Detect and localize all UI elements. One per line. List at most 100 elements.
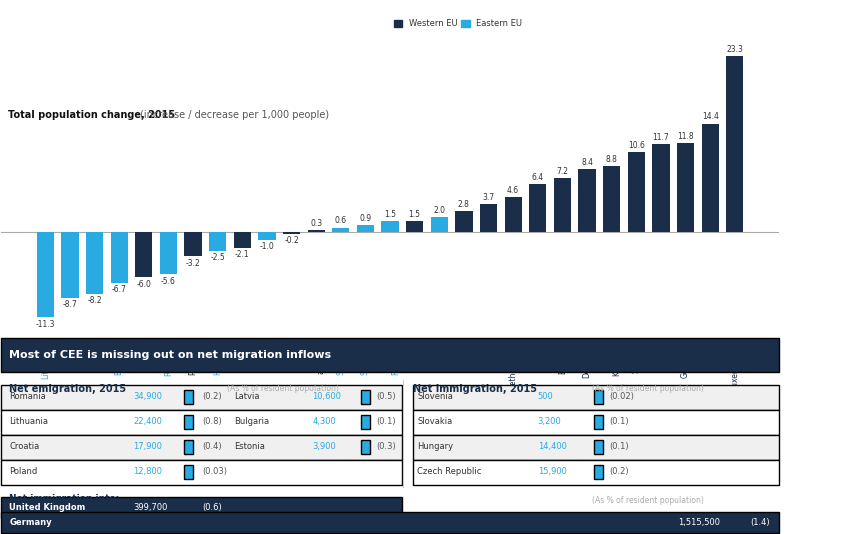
Text: (As % of resident population): (As % of resident population) xyxy=(592,384,704,393)
Text: (0.6): (0.6) xyxy=(202,503,222,512)
Text: 2.0: 2.0 xyxy=(434,206,446,215)
Bar xyxy=(357,225,374,232)
Text: Hungary: Hungary xyxy=(418,442,453,451)
Bar xyxy=(160,232,177,274)
Bar xyxy=(430,217,448,232)
Text: Lithuania: Lithuania xyxy=(9,417,48,426)
FancyBboxPatch shape xyxy=(2,384,401,410)
Text: 17,900: 17,900 xyxy=(134,442,163,451)
Text: 14.4: 14.4 xyxy=(701,112,718,121)
Text: 1,515,500: 1,515,500 xyxy=(678,519,720,528)
Text: 0.9: 0.9 xyxy=(359,214,372,223)
Text: Estonia: Estonia xyxy=(235,442,265,451)
Text: Bulgaria: Bulgaria xyxy=(235,417,269,426)
Text: -3.2: -3.2 xyxy=(185,258,201,268)
Text: 0.6: 0.6 xyxy=(335,216,347,225)
Bar xyxy=(283,232,300,234)
Bar xyxy=(307,230,324,232)
Text: 34,900: 34,900 xyxy=(134,392,163,400)
FancyBboxPatch shape xyxy=(413,384,778,410)
Text: 4,300: 4,300 xyxy=(313,417,336,426)
Text: Croatia: Croatia xyxy=(9,442,40,451)
Bar xyxy=(579,169,595,232)
Bar xyxy=(136,232,152,277)
FancyBboxPatch shape xyxy=(361,415,370,429)
Bar xyxy=(677,143,695,232)
Bar xyxy=(36,232,54,317)
FancyBboxPatch shape xyxy=(413,435,778,460)
Text: 3.7: 3.7 xyxy=(483,193,495,202)
Text: 14,400: 14,400 xyxy=(538,442,567,451)
Text: 3,200: 3,200 xyxy=(538,417,562,426)
Text: (0.5): (0.5) xyxy=(376,392,396,400)
Bar xyxy=(61,232,79,298)
Bar xyxy=(603,166,620,232)
Bar xyxy=(701,123,719,232)
Text: 15,900: 15,900 xyxy=(538,467,567,476)
Text: Romania: Romania xyxy=(9,392,46,400)
Bar xyxy=(406,221,424,232)
Text: 1.5: 1.5 xyxy=(409,209,421,218)
Text: (As % of resident population): (As % of resident population) xyxy=(227,384,339,393)
Text: (0.1): (0.1) xyxy=(609,442,628,451)
Text: 0.3: 0.3 xyxy=(310,218,322,227)
Text: Most of CEE is missing out on net migration inflows: Most of CEE is missing out on net migrat… xyxy=(9,350,331,360)
Text: Latvia: Latvia xyxy=(235,392,260,400)
Text: -2.1: -2.1 xyxy=(235,250,250,259)
FancyBboxPatch shape xyxy=(2,410,401,435)
Text: 8.4: 8.4 xyxy=(581,158,593,167)
Text: 22,400: 22,400 xyxy=(134,417,163,426)
Text: (increase / decrease per 1,000 people): (increase / decrease per 1,000 people) xyxy=(140,110,329,120)
Text: 10.6: 10.6 xyxy=(628,141,645,150)
Text: -0.2: -0.2 xyxy=(285,236,299,245)
Text: -6.0: -6.0 xyxy=(136,280,152,289)
Text: Slovakia: Slovakia xyxy=(418,417,452,426)
Text: 10,600: 10,600 xyxy=(313,392,341,400)
Text: -5.6: -5.6 xyxy=(161,277,176,286)
Text: (0.8): (0.8) xyxy=(202,417,222,426)
Text: 8.8: 8.8 xyxy=(606,154,617,163)
Text: 2.8: 2.8 xyxy=(458,200,470,209)
Bar xyxy=(86,232,103,294)
Text: (0.4): (0.4) xyxy=(202,442,222,451)
Text: -1.0: -1.0 xyxy=(259,242,274,251)
Text: -2.5: -2.5 xyxy=(210,253,225,262)
FancyBboxPatch shape xyxy=(2,497,401,518)
Bar xyxy=(111,232,128,282)
Text: -11.3: -11.3 xyxy=(36,320,55,328)
Bar xyxy=(652,144,669,232)
Bar xyxy=(332,227,350,232)
Text: (0.1): (0.1) xyxy=(609,417,628,426)
Text: 11.7: 11.7 xyxy=(652,132,669,142)
FancyBboxPatch shape xyxy=(184,390,193,404)
FancyBboxPatch shape xyxy=(594,415,603,429)
FancyBboxPatch shape xyxy=(184,465,193,479)
Text: 11.8: 11.8 xyxy=(678,132,694,141)
Bar xyxy=(529,184,546,232)
Text: Slovenia: Slovenia xyxy=(418,392,453,400)
FancyBboxPatch shape xyxy=(594,441,603,454)
FancyBboxPatch shape xyxy=(2,435,401,460)
Text: (0.2): (0.2) xyxy=(609,467,628,476)
FancyBboxPatch shape xyxy=(594,465,603,479)
Bar xyxy=(480,204,497,232)
Text: 3,900: 3,900 xyxy=(313,442,336,451)
Text: 1.5: 1.5 xyxy=(384,209,396,218)
Text: (0.2): (0.2) xyxy=(202,392,222,400)
Text: (1.4): (1.4) xyxy=(750,519,770,528)
Text: Total population change, 2015: Total population change, 2015 xyxy=(8,110,175,120)
FancyBboxPatch shape xyxy=(413,410,778,435)
Text: (As % of resident population): (As % of resident population) xyxy=(592,496,704,505)
Text: Germany: Germany xyxy=(9,519,52,528)
Text: (0.03): (0.03) xyxy=(202,467,227,476)
FancyBboxPatch shape xyxy=(184,441,193,454)
FancyBboxPatch shape xyxy=(2,337,778,372)
Bar xyxy=(185,232,202,256)
Bar xyxy=(209,232,226,251)
FancyBboxPatch shape xyxy=(2,460,401,484)
Text: -6.7: -6.7 xyxy=(112,285,127,294)
Bar xyxy=(505,198,522,232)
Text: Net immigration into:: Net immigration into: xyxy=(9,494,119,503)
Bar xyxy=(726,57,744,232)
Text: Poland: Poland xyxy=(9,467,37,476)
